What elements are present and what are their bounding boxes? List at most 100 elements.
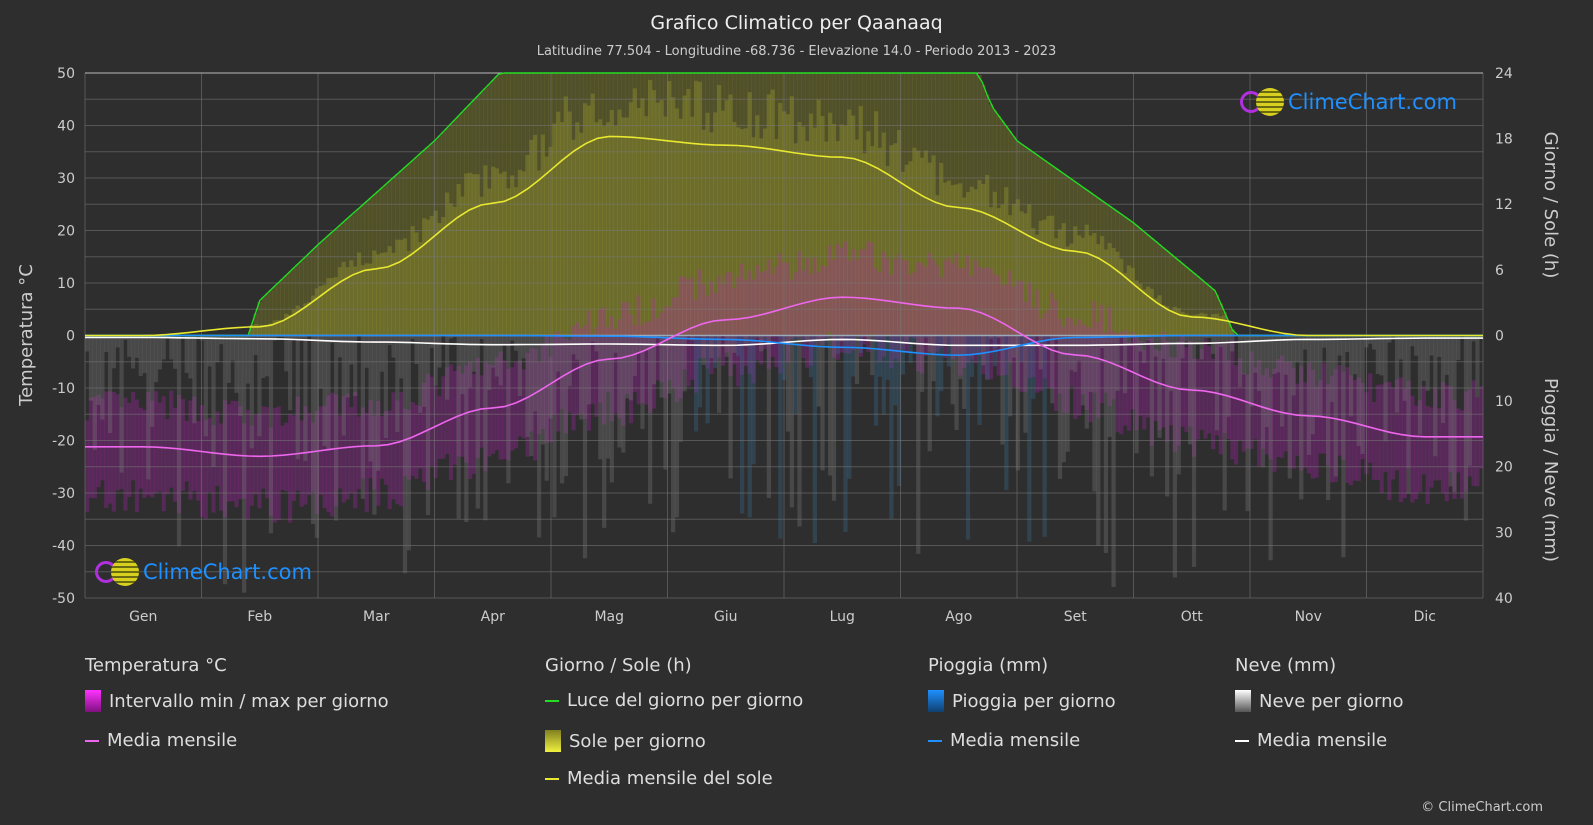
- precip-bar: [379, 335, 385, 372]
- sun-bar: [590, 93, 595, 336]
- precip-bar: [697, 335, 703, 408]
- sun-bar: [759, 138, 764, 336]
- month-label: Giu: [714, 609, 738, 625]
- temp-range-bar: [996, 275, 1001, 376]
- temp-range-bar: [567, 339, 572, 413]
- precip-bar: [1195, 335, 1200, 345]
- sun-bar: [333, 277, 339, 336]
- sun-bar: [326, 278, 331, 336]
- sun-bar: [517, 169, 523, 336]
- daylight-bar: [307, 253, 312, 336]
- precip-bar: [1398, 335, 1403, 360]
- precip-bar: [858, 335, 863, 353]
- temp-range-bar: [1310, 369, 1315, 479]
- temp-range-bar: [732, 287, 737, 365]
- precip-bar: [1463, 335, 1469, 521]
- sun-bar: [839, 124, 844, 336]
- temp-range-bar: [333, 394, 339, 507]
- precip-bar: [1276, 335, 1281, 373]
- line-icon: [85, 739, 99, 742]
- temp-range-bar: [104, 391, 109, 508]
- temp-range-bar: [307, 412, 312, 496]
- sun-bar: [724, 100, 729, 336]
- precip-bar: [801, 335, 806, 343]
- precip-bar: [747, 335, 752, 518]
- temp-range-bar: [628, 314, 634, 424]
- sun-bar: [330, 278, 335, 336]
- sun-bar: [720, 110, 726, 336]
- precip-bar: [341, 335, 346, 436]
- precip-bar: [1337, 335, 1342, 356]
- temp-range-bar: [598, 309, 603, 403]
- daylight-bar: [287, 271, 293, 336]
- daylight-bar: [996, 115, 1001, 336]
- sun-bar: [1191, 314, 1197, 336]
- temp-range-bar: [1348, 375, 1354, 486]
- logo-text: ClimeChart.com: [1288, 90, 1457, 114]
- temp-range-bar: [1417, 400, 1423, 493]
- snow-mean-line: [85, 336, 1483, 347]
- precip-bar: [1214, 335, 1220, 431]
- sun-bar: [265, 325, 270, 336]
- precip-bar: [716, 335, 722, 413]
- temp-range-bar: [556, 331, 561, 432]
- precip-bar: [1341, 335, 1346, 558]
- precip-bar: [422, 335, 427, 407]
- temp-range-bar: [820, 265, 825, 345]
- sun-bar: [487, 188, 492, 336]
- sun-bar: [1153, 298, 1158, 336]
- sun-bar: [253, 323, 258, 336]
- temp-range-bar: [659, 312, 664, 383]
- sun-bar: [1088, 235, 1093, 336]
- precip-bar: [958, 335, 963, 380]
- precip-bar: [567, 335, 572, 387]
- sun-bar: [372, 250, 377, 336]
- precip-bar: [287, 335, 293, 411]
- rain-mean-line: [85, 334, 1483, 357]
- sun-bar: [824, 141, 829, 336]
- temp-range-bar: [1226, 360, 1231, 440]
- sun-bar: [563, 96, 568, 336]
- precip-bar: [590, 335, 595, 342]
- precip-bar: [284, 335, 289, 372]
- daylight-bar: [272, 286, 277, 336]
- daylight-bar: [977, 75, 982, 336]
- precip-bar: [111, 335, 117, 369]
- legend-label: Intervallo min / max per giorno: [109, 690, 389, 712]
- precip-bar: [127, 335, 132, 357]
- precip-bar: [552, 335, 557, 518]
- precip-bar: [1008, 335, 1013, 417]
- temp-range-bar: [644, 321, 649, 405]
- sun-bar: [479, 196, 484, 336]
- left-axis-title: Temperatura °C: [16, 264, 37, 407]
- temp-range-bar: [1126, 342, 1132, 431]
- temp-range-bar: [1463, 391, 1469, 492]
- temp-range-bar: [1027, 282, 1032, 378]
- temp-range-bar: [904, 260, 909, 352]
- sun-bar: [356, 252, 362, 336]
- sun-bar: [655, 102, 660, 336]
- precip-bar: [1054, 335, 1059, 339]
- temp-range-bar: [697, 269, 703, 359]
- temp-range-bar: [173, 407, 178, 502]
- sun-bar: [1211, 314, 1216, 336]
- precip-bar: [854, 335, 860, 384]
- daylight-bar: [1211, 288, 1216, 336]
- sun-bar: [671, 97, 676, 336]
- left-tick-label: -20: [52, 434, 75, 450]
- temp-range-bar: [222, 400, 228, 518]
- temp-range-bar: [1165, 341, 1170, 442]
- precip-bar: [690, 335, 695, 341]
- daylight-bar: [468, 103, 473, 336]
- daylight-bar: [372, 194, 377, 336]
- sun-bar: [387, 246, 392, 336]
- precip-bar: [1046, 335, 1051, 340]
- sun-bar: [337, 267, 343, 336]
- precip-bar: [295, 335, 300, 460]
- sun-bar: [571, 139, 576, 336]
- precip-bar: [828, 335, 833, 476]
- temp-range-bar: [693, 299, 699, 393]
- sun-bar: [533, 134, 538, 336]
- precip-bar: [360, 335, 365, 499]
- daylight-bar: [291, 267, 297, 336]
